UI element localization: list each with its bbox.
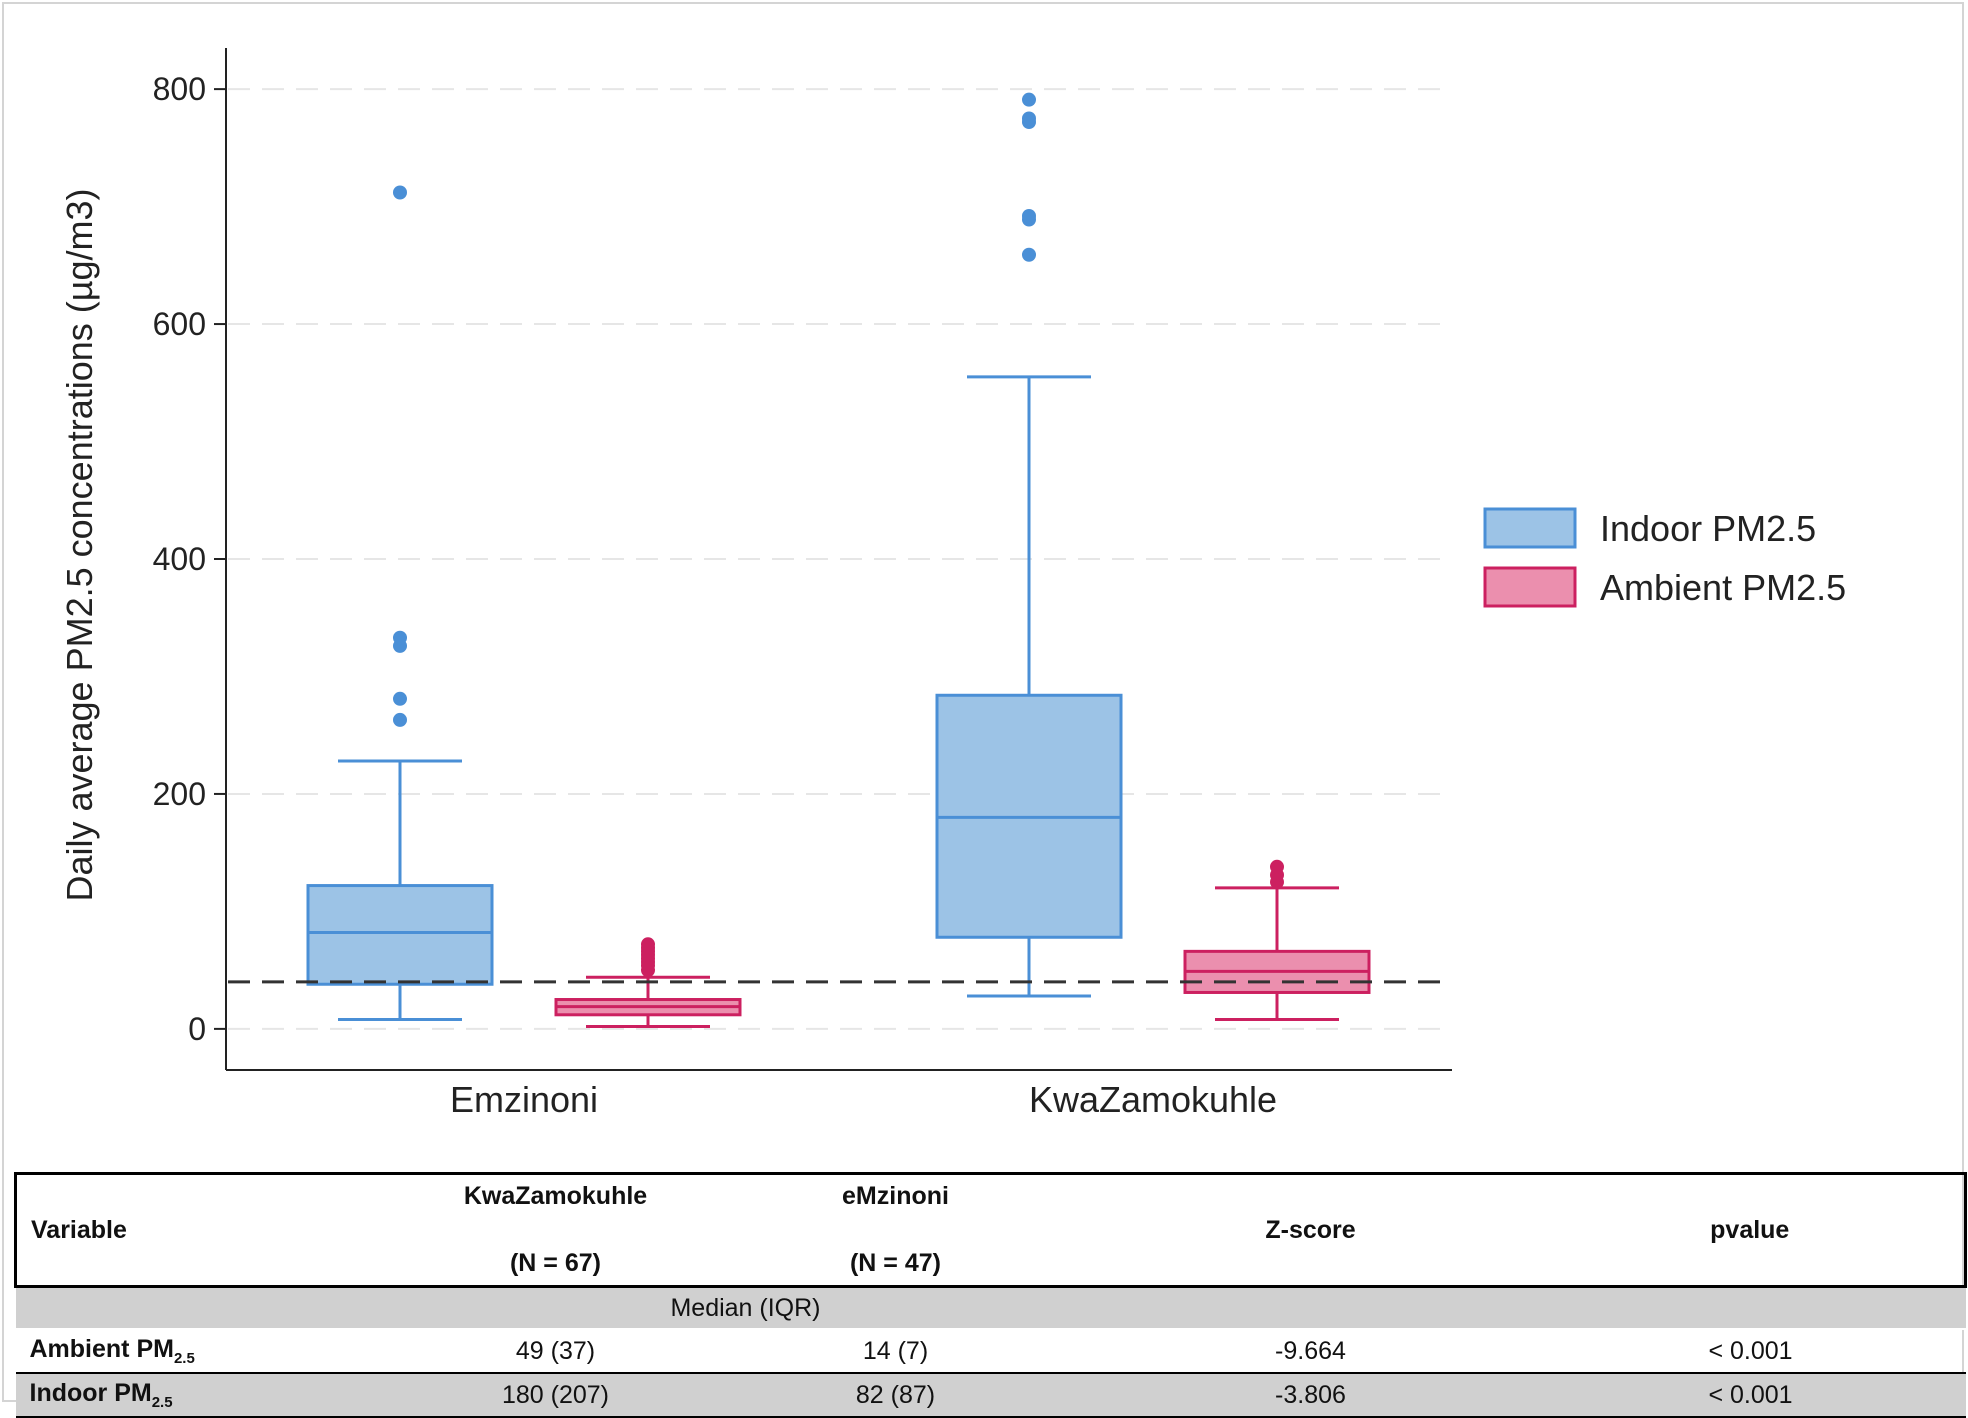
box-group-ambient-pm2-5-kwazamokuhle [1183, 859, 1371, 1021]
header-kwazamokuhle-name: KwaZamokuhle [463, 1182, 648, 1210]
outlier-indoor-pm2-5-kwazamokuhle-4 [1022, 111, 1036, 126]
category-label-kwazamokuhle: KwaZamokuhle [1029, 1079, 1277, 1120]
outlier-indoor-pm2-5-emzinoni-4 [393, 185, 407, 200]
outlier-indoor-pm2-5-kwazamokuhle-0 [1022, 247, 1036, 262]
legend-swatch-ambient-pm2-5 [1483, 566, 1577, 608]
box-group-indoor-pm2-5-emzinoni [306, 185, 494, 1021]
row-indoor-zscore: -3.806 [1085, 1373, 1536, 1418]
boxes [306, 92, 1371, 1029]
header-variable: Variable [14, 1172, 406, 1288]
outlier-indoor-pm2-5-emzinoni-0 [393, 712, 407, 727]
header-kwazamokuhle-n: (N = 67) [509, 1249, 601, 1277]
table-header-row: Variable KwaZamokuhle (N = 67) eMzinoni (N… [14, 1172, 1967, 1288]
table-row-ambient: Ambient PM2.5 49 (37) 14 (7) -9.664 < 0.… [15, 1329, 1966, 1374]
row-ambient-var-main: Ambient PM [29, 1335, 174, 1363]
y-tick-label-0: 0 [188, 1011, 206, 1047]
y-tick-label-400: 400 [153, 541, 206, 577]
outlier-indoor-pm2-5-kwazamokuhle-5 [1022, 92, 1036, 107]
row-ambient-zscore: -9.664 [1085, 1329, 1536, 1374]
outlier-ambient-pm2-5-kwazamokuhle-2 [1270, 859, 1284, 874]
header-zscore: Z-score [1085, 1172, 1536, 1288]
outlier-indoor-pm2-5-emzinoni-1 [393, 691, 407, 706]
stats-table: Variable KwaZamokuhle (N = 67) eMzinoni (N… [14, 1172, 1967, 1418]
legend-label-ambient-pm2-5: Ambient PM2.5 [1600, 567, 1846, 608]
header-emzinoni-n: (N = 47) [849, 1249, 941, 1277]
box-group-indoor-pm2-5-kwazamokuhle [935, 92, 1123, 998]
row-indoor-var-sub: 2.5 [151, 1394, 173, 1411]
subheader-median-iqr: Median (IQR) [405, 1286, 1086, 1330]
boxplot-chart: 0 200 400 600 800 Emzinoni KwaZamokuhle Daily… [59, 48, 1846, 1120]
row-ambient-emzinoni: 14 (7) [705, 1329, 1086, 1374]
row-ambient-var-sub: 2.5 [173, 1350, 195, 1367]
row-ambient-variable: Ambient PM2.5 [15, 1329, 406, 1374]
row-indoor-emzinoni: 82 (87) [705, 1373, 1086, 1418]
y-tick-label-600: 600 [153, 306, 206, 342]
y-tick-label-200: 200 [153, 776, 206, 812]
header-emzinoni: eMzinoni (N = 47) [705, 1172, 1086, 1288]
outlier-indoor-pm2-5-emzinoni-3 [393, 630, 407, 645]
row-indoor-variable: Indoor PM2.5 [15, 1373, 406, 1418]
subheader-blank-3 [1535, 1286, 1966, 1330]
table-row-indoor: Indoor PM2.5 180 (207) 82 (87) -3.806 < … [15, 1373, 1966, 1418]
subheader-blank [15, 1286, 406, 1330]
category-labels: Emzinoni KwaZamokuhle [450, 1079, 1277, 1120]
header-pvalue: pvalue [1535, 1172, 1967, 1288]
row-indoor-kwazamokuhle: 180 (207) [405, 1373, 706, 1418]
legend-label-indoor-pm2-5: Indoor PM2.5 [1600, 508, 1816, 549]
legend-swatch-indoor-pm2-5 [1483, 507, 1577, 549]
row-ambient-pvalue: < 0.001 [1535, 1329, 1966, 1374]
y-tick-label-800: 800 [153, 71, 206, 107]
legend: Indoor PM2.5 Ambient PM2.5 [1483, 507, 1846, 608]
outlier-indoor-pm2-5-kwazamokuhle-2 [1022, 208, 1036, 223]
box-group-ambient-pm2-5-emzinoni [554, 937, 742, 1029]
table-subheader-row: Median (IQR) [15, 1286, 1966, 1330]
y-axis-title: Daily average PM2.5 concentrations (µg/m… [59, 188, 100, 901]
row-indoor-pvalue: < 0.001 [1535, 1373, 1966, 1418]
outlier-ambient-pm2-5-emzinoni-7 [641, 937, 655, 952]
subheader-blank-2 [1085, 1286, 1536, 1330]
category-label-emzinoni: Emzinoni [450, 1079, 598, 1120]
row-ambient-kwazamokuhle: 49 (37) [405, 1329, 706, 1374]
row-indoor-var-main: Indoor PM [29, 1379, 152, 1407]
y-ticks: 0 200 400 600 800 [153, 71, 226, 1047]
box-indoor-pm2-5-emzinoni [306, 884, 494, 986]
header-kwazamokuhle: KwaZamokuhle (N = 67) [405, 1172, 706, 1288]
header-emzinoni-name: eMzinoni [842, 1182, 949, 1210]
